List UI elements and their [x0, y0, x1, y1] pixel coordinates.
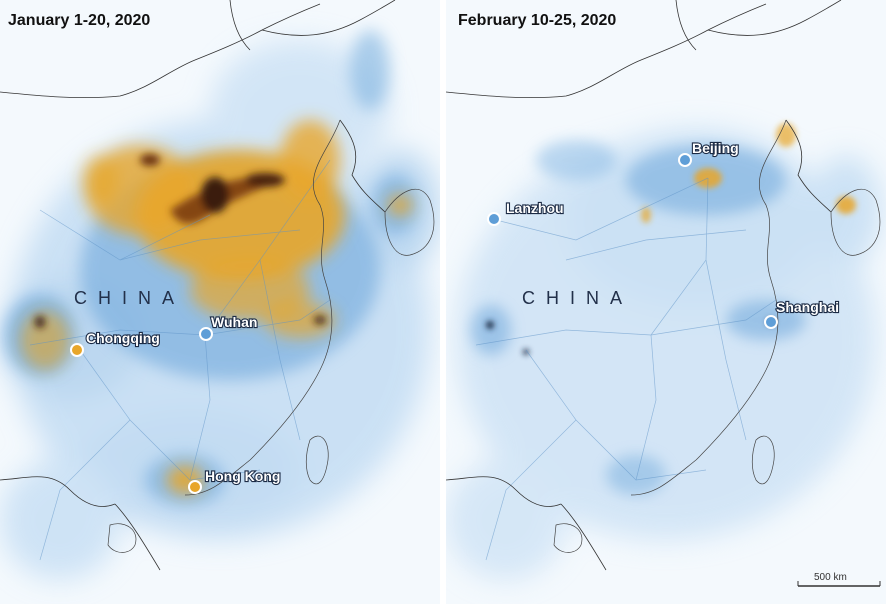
- city-marker-beijing[interactable]: Beijing: [678, 139, 740, 167]
- map-january-svg: January 1-20, 2020 CHINA Chongqing Wuhan…: [0, 0, 440, 604]
- city-marker-icon: [188, 480, 202, 494]
- city-marker-hong-kong[interactable]: Hong Kong: [188, 467, 282, 494]
- coastline: [107, 119, 435, 553]
- city-label: Wuhan: [211, 314, 257, 330]
- city-marker-icon: [764, 315, 778, 329]
- city-label: Hong Kong: [205, 468, 280, 484]
- high-emission-layer: [35, 154, 326, 328]
- road-network: [475, 177, 777, 561]
- panel-title: February 10-25, 2020: [458, 12, 616, 29]
- panel-title: January 1-20, 2020: [8, 12, 150, 29]
- country-label: CHINA: [522, 288, 633, 308]
- city-marker-chongqing[interactable]: Chongqing: [70, 329, 161, 357]
- city-marker-icon: [678, 153, 692, 167]
- coastline: [553, 119, 881, 553]
- country-borders: [0, 0, 396, 571]
- scale-bar: 500 km: [797, 572, 881, 587]
- country-borders: [446, 0, 842, 571]
- city-marker-icon: [199, 327, 213, 341]
- city-label: Beijing: [692, 140, 739, 156]
- map-panel-january: January 1-20, 2020 CHINA Chongqing Wuhan…: [0, 0, 440, 604]
- city-marker-lanzhou[interactable]: Lanzhou: [487, 199, 565, 226]
- mid-emission-layer: [20, 120, 412, 494]
- city-marker-icon: [487, 212, 501, 226]
- city-label: Shanghai: [776, 299, 839, 315]
- city-marker-icon: [70, 343, 84, 357]
- city-marker-wuhan[interactable]: Wuhan: [199, 313, 259, 341]
- panel-divider: [440, 0, 446, 604]
- map-february-svg: February 10-25, 2020 CHINA Beijing Lanzh…: [446, 0, 886, 604]
- scale-bar-label: 500 km: [814, 572, 847, 583]
- country-label: CHINA: [74, 288, 185, 308]
- city-marker-shanghai[interactable]: Shanghai: [764, 298, 840, 329]
- city-label: Chongqing: [86, 330, 160, 346]
- road-network: [29, 159, 331, 561]
- city-label: Lanzhou: [506, 200, 564, 216]
- map-panel-february: February 10-25, 2020 CHINA Beijing Lanzh…: [446, 0, 886, 604]
